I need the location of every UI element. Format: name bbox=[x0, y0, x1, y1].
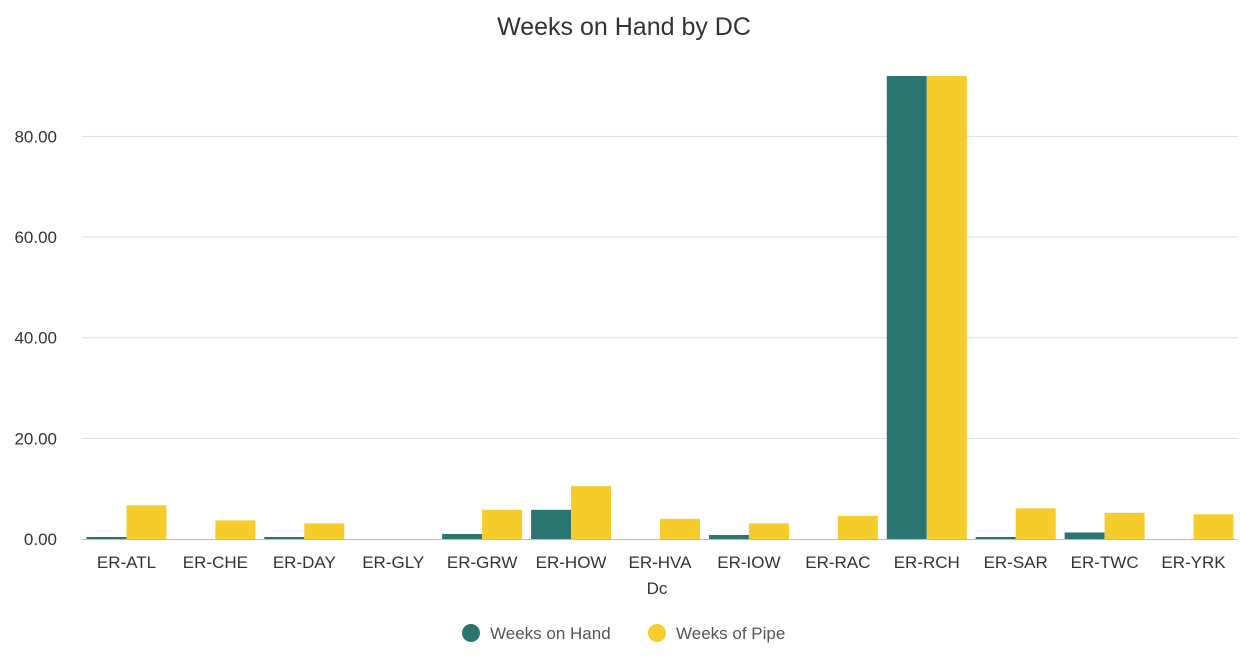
y-tick-label: 20.00 bbox=[14, 429, 57, 448]
legend-swatch bbox=[648, 624, 666, 642]
x-tick-label: ER-IOW bbox=[717, 553, 780, 572]
bar-weeks-of-pipe[interactable] bbox=[748, 523, 789, 539]
bar-weeks-on-hand[interactable] bbox=[886, 76, 927, 539]
x-tick-label: ER-HOW bbox=[536, 553, 607, 572]
bar-weeks-of-pipe[interactable] bbox=[304, 523, 345, 539]
x-tick-label: ER-RCH bbox=[894, 553, 960, 572]
bars bbox=[86, 76, 1234, 539]
gridlines bbox=[82, 135, 1238, 439]
x-tick-label: ER-RAC bbox=[805, 553, 870, 572]
bar-weeks-on-hand[interactable] bbox=[708, 534, 749, 539]
bar-weeks-of-pipe[interactable] bbox=[1193, 514, 1234, 539]
chart-title: Weeks on Hand by DC bbox=[497, 13, 751, 41]
y-axis-ticks: 0.00 20.00 40.00 60.00 80.00 bbox=[14, 127, 57, 549]
y-tick-label: 0.00 bbox=[24, 530, 57, 549]
x-tick-label: ER-GRW bbox=[447, 553, 518, 572]
x-axis-ticks: ER-ATL ER-CHE ER-DAY ER-GLY ER-GRW ER-HOW ER-H… bbox=[97, 553, 1226, 572]
bar-weeks-of-pipe[interactable] bbox=[126, 505, 167, 539]
bar-weeks-on-hand[interactable] bbox=[975, 536, 1016, 539]
bar-weeks-of-pipe[interactable] bbox=[660, 518, 700, 539]
y-tick-label: 80.00 bbox=[14, 127, 57, 146]
x-tick-label: ER-TWC bbox=[1071, 553, 1139, 572]
x-tick-label: ER-GLY bbox=[362, 553, 424, 572]
x-tick-label: ER-SAR bbox=[984, 553, 1048, 572]
bar-weeks-on-hand[interactable] bbox=[531, 509, 572, 539]
x-tick-label: ER-HVA bbox=[629, 553, 693, 572]
bar-weeks-of-pipe[interactable] bbox=[482, 509, 523, 539]
x-axis-title: Dc bbox=[647, 579, 668, 598]
bar-weeks-of-pipe[interactable] bbox=[571, 486, 612, 539]
bar-weeks-on-hand[interactable] bbox=[86, 536, 127, 539]
bar-weeks-of-pipe[interactable] bbox=[1015, 508, 1056, 539]
bar-weeks-of-pipe[interactable] bbox=[837, 515, 878, 539]
x-tick-label: ER-YRK bbox=[1161, 553, 1226, 572]
bar-weeks-of-pipe[interactable] bbox=[1104, 512, 1145, 539]
bar-weeks-on-hand[interactable] bbox=[442, 533, 483, 539]
bar-weeks-on-hand[interactable] bbox=[264, 536, 305, 539]
x-tick-label: ER-CHE bbox=[183, 553, 248, 572]
x-tick-label: ER-DAY bbox=[273, 553, 336, 572]
x-tick-label: ER-ATL bbox=[97, 553, 156, 572]
bar-weeks-of-pipe[interactable] bbox=[215, 520, 256, 539]
legend-label[interactable]: Weeks on Hand bbox=[490, 624, 611, 643]
legend-swatch bbox=[462, 624, 480, 642]
bar-weeks-of-pipe[interactable] bbox=[926, 76, 967, 539]
y-tick-label: 40.00 bbox=[14, 329, 57, 348]
y-tick-label: 60.00 bbox=[14, 228, 57, 247]
legend-label[interactable]: Weeks of Pipe bbox=[676, 624, 785, 643]
bar-weeks-on-hand[interactable] bbox=[1064, 532, 1105, 539]
legend: Weeks on Hand Weeks of Pipe bbox=[462, 624, 785, 643]
